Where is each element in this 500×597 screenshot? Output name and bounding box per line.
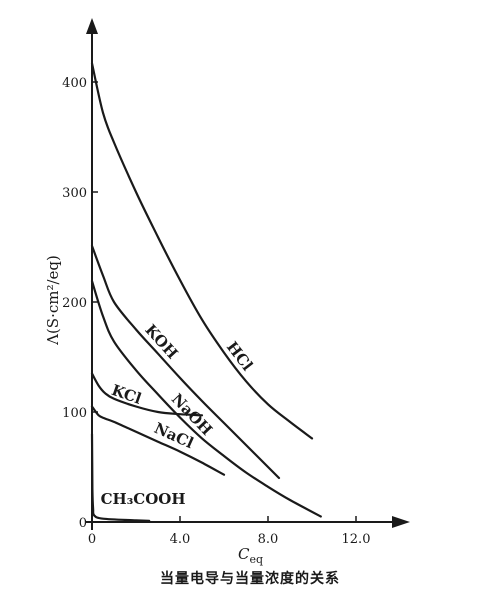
y-tick-label: 0: [79, 516, 87, 531]
x-tick-label: 12.0: [342, 532, 371, 547]
y-axis-label: Λ(S·cm²/eq): [44, 255, 62, 346]
x-tick-label: 0: [88, 532, 96, 547]
y-tick-label: 400: [62, 76, 87, 91]
x-ticks: 0 4.0 8.0 12.0: [88, 516, 371, 547]
series-line-naoh: [90, 280, 322, 518]
x-axis-arrow: [392, 516, 410, 528]
series-line-kcl: [90, 372, 204, 417]
x-axis-label: Ceq: [238, 545, 263, 566]
y-axis-arrow: [86, 18, 98, 34]
y-tick-label: 300: [62, 186, 87, 201]
x-tick-label: 8.0: [258, 532, 279, 547]
series-line-ch-cooh: [90, 432, 151, 522]
series-lines: [90, 62, 322, 522]
series-line-nacl: [90, 405, 226, 476]
series-line-koh: [90, 244, 281, 480]
y-tick-label: 100: [62, 406, 87, 421]
series-label-kcl: KCl: [109, 381, 144, 408]
y-ticks: 0 100 200 300 400: [62, 76, 98, 531]
figure-caption: 当量电导与当量浓度的关系: [160, 571, 340, 587]
series-label-ch-cooh: CH₃COOH: [101, 490, 186, 508]
y-tick-label: 200: [62, 296, 87, 311]
series-line-hcl: [90, 62, 314, 440]
x-tick-label: 4.0: [170, 532, 191, 547]
